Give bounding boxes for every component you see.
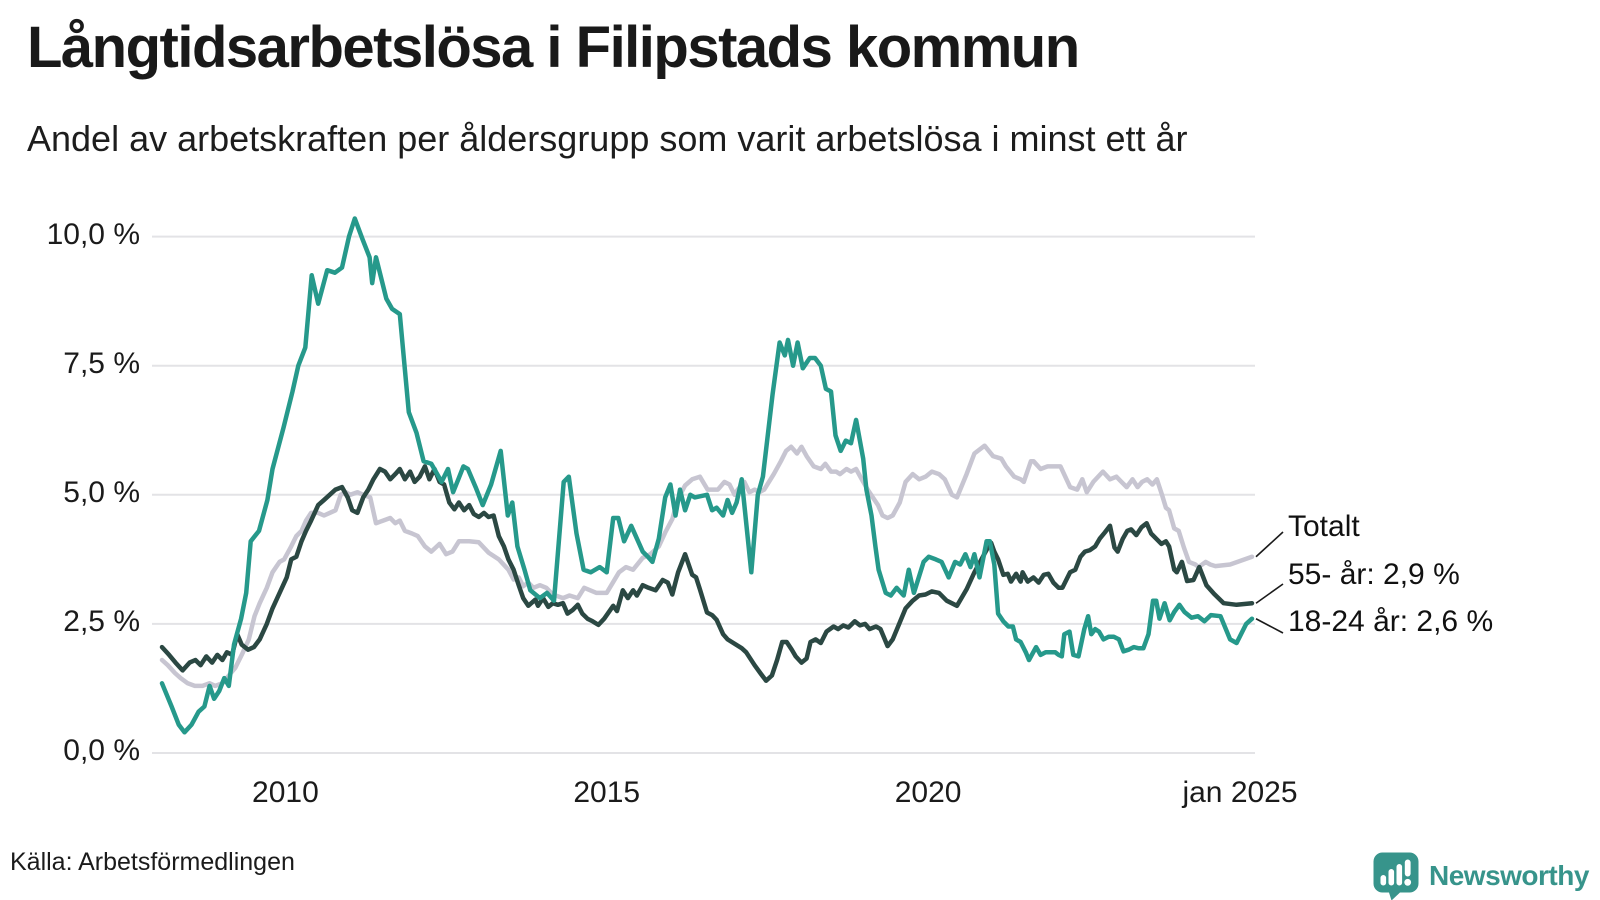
y-axis-tick-label: 5,0 % [63,475,140,509]
leader-line [1255,531,1284,558]
18-24-line [159,216,1255,735]
leader-line [1255,583,1284,604]
leader-line [1255,618,1284,634]
x-axis-tick-label: 2015 [573,776,641,809]
label-leader-lines [1255,531,1284,634]
y-axis-tick-label: 7,5 % [63,346,140,380]
x-axis-tick-label: 2020 [894,776,962,809]
y-axis-tick-label: 10,0 % [46,217,140,251]
bar-chart-speech-bubble-icon [1373,852,1419,900]
y-axis-tick-label: 2,5 % [63,604,140,638]
series-label-55-plus: 55- år: 2,9 % [1288,558,1460,591]
y-axis-tick-label: 0,0 % [63,734,140,767]
totalt-line [159,443,1255,689]
x-axis-tick-label: jan 2025 [1182,776,1298,809]
newsworthy-wordmark: Newsworthy [1429,860,1589,891]
x-axis-tick-label: 2010 [252,776,319,809]
page-subtitle: Andel av arbetskraften per åldersgrupp s… [27,118,1188,159]
55-plus-line [159,464,1255,683]
newsworthy-brand: Newsworthy [1372,852,1589,900]
source-note: Källa: Arbetsförmedlingen [10,848,295,876]
series-label-18-24: 18-24 år: 2,6 % [1288,605,1494,638]
series-lines [159,216,1255,735]
series-label-totalt: Totalt [1288,510,1360,543]
page-title: Långtidsarbetslösa i Filipstads kommun [27,15,1080,80]
